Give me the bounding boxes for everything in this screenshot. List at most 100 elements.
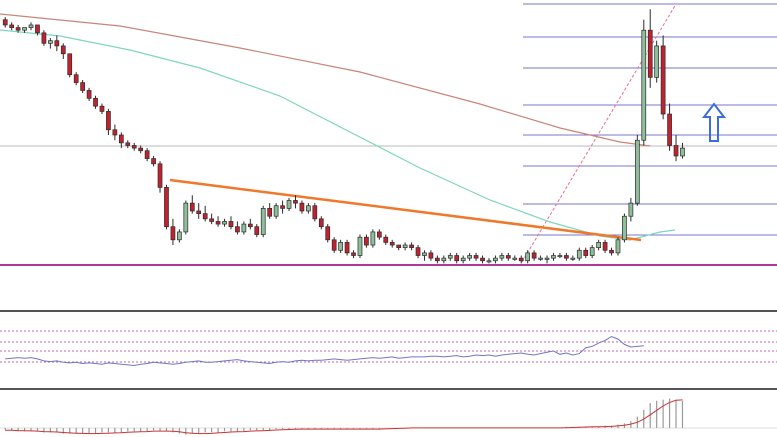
candle-body: [80, 82, 85, 91]
candle-body: [170, 226, 176, 241]
candle-body: [654, 45, 660, 78]
descending-trendline: [169, 178, 642, 242]
candle: [415, 245, 421, 259]
candle-body: [370, 231, 376, 246]
candle-body: [22, 27, 27, 31]
candle-body: [312, 205, 318, 220]
candle-body: [247, 223, 253, 228]
candle: [641, 19, 647, 146]
candle: [286, 197, 292, 211]
candle: [54, 35, 60, 52]
candle: [505, 252, 511, 261]
candle: [654, 40, 660, 83]
candle-body: [486, 260, 492, 263]
slow-moving-average: [0, 13, 651, 147]
candle: [564, 252, 569, 261]
candle-body: [441, 257, 447, 262]
candle: [344, 239, 350, 256]
candle: [609, 247, 614, 256]
candle-body: [447, 255, 453, 259]
candle: [376, 229, 382, 240]
candle: [493, 255, 498, 264]
candle-body: [54, 40, 60, 47]
candle-body: [376, 231, 382, 238]
candle: [447, 252, 453, 261]
candle: [151, 155, 156, 167]
candle-body: [118, 134, 124, 144]
candle-body: [99, 105, 105, 112]
rsi-panel: [0, 330, 777, 367]
candle-body: [86, 90, 92, 99]
candle: [460, 255, 466, 264]
candle: [73, 72, 79, 86]
candle-body: [28, 24, 34, 28]
candle: [118, 132, 124, 149]
candle-body: [538, 257, 543, 260]
candle: [267, 203, 273, 219]
candle-body: [131, 145, 137, 149]
candle-body: [48, 40, 53, 44]
candle-body: [215, 221, 221, 225]
candle-body: [15, 27, 21, 31]
candle-body: [331, 239, 337, 251]
candle: [112, 124, 118, 141]
candle: [615, 237, 621, 256]
candle: [441, 255, 447, 264]
candle: [2, 17, 8, 28]
candle-body: [357, 236, 363, 256]
candle: [247, 218, 253, 230]
candle: [138, 145, 144, 154]
candle: [370, 229, 376, 248]
candle: [183, 200, 189, 235]
candle: [628, 197, 634, 222]
candle-body: [628, 202, 634, 217]
candle: [164, 184, 169, 230]
candle: [144, 148, 150, 162]
candle-body: [151, 158, 156, 165]
candle: [306, 203, 311, 214]
histogram-panel: [0, 398, 777, 435]
candle: [235, 221, 240, 235]
candle-body: [576, 249, 582, 259]
candle-body: [196, 210, 202, 214]
candle-body: [673, 145, 679, 157]
candle-body: [557, 255, 563, 258]
candle: [673, 135, 679, 162]
candle-body: [493, 257, 498, 262]
candle-body: [609, 249, 614, 254]
candle-body: [660, 45, 666, 115]
candle: [325, 224, 331, 243]
candle-body: [525, 252, 531, 262]
candle-body: [667, 113, 672, 146]
candle: [402, 242, 408, 251]
candle-body: [518, 257, 524, 262]
trendline-segment: [169, 178, 642, 242]
candle: [241, 221, 247, 235]
candle-body: [286, 200, 292, 209]
candle: [15, 24, 21, 33]
candle: [409, 242, 414, 251]
candle-body: [112, 129, 118, 136]
candle: [86, 87, 92, 101]
candle: [131, 142, 137, 151]
candle-body: [544, 257, 550, 260]
candle-body: [680, 147, 685, 157]
candle: [389, 239, 395, 248]
candle: [331, 237, 337, 253]
candle: [512, 255, 518, 261]
candle-body: [267, 208, 273, 217]
candle: [222, 218, 227, 227]
candle-body: [564, 255, 569, 259]
candle: [125, 140, 131, 149]
candle-body: [293, 200, 298, 204]
candle-body: [454, 255, 460, 262]
candle-body: [35, 24, 40, 34]
candle-body: [583, 249, 589, 256]
candle-body: [615, 239, 621, 254]
candle-body: [280, 205, 285, 209]
candle-body: [402, 244, 408, 249]
candle: [48, 38, 53, 49]
candle: [80, 79, 85, 94]
